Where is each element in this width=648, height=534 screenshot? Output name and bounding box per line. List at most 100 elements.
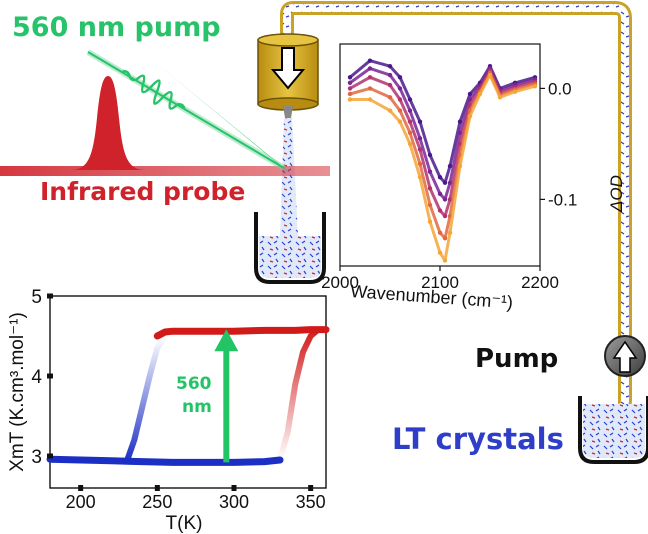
spectrum-point (437, 250, 443, 255)
spectra-y-ticks: 0.0 -0.1 (540, 79, 577, 209)
spectra-y-tick-label: 0.0 (548, 79, 572, 98)
spectra-x-ticks: 2000 2100 2200 (321, 266, 559, 292)
spectrum-point (447, 230, 453, 235)
spectrum-point (427, 152, 433, 158)
spectrum-point (487, 72, 493, 78)
spectrum-point (417, 147, 423, 152)
spectrum-point (447, 163, 453, 169)
spectra-x-axis-label: Wavenumber (cm⁻¹) (350, 281, 514, 312)
spectrum-point (397, 119, 403, 124)
collection-beaker (254, 212, 326, 284)
svg-text:XmT (K.cm³.mol⁻¹): XmT (K.cm³.mol⁻¹) (7, 312, 28, 472)
spectrum-point (367, 86, 373, 91)
spectra-y-axis-label: ΔOD (607, 175, 626, 213)
pump-label: Pump (475, 344, 558, 374)
spectrum-point (397, 108, 403, 113)
spectra-chart: 2000 2100 2200 0.0 -0.1 Wavenumber (cm⁻¹) Δ… (321, 43, 626, 312)
hysteresis-cooling (123, 333, 168, 465)
hysteresis-x-ticks: 200 250 300 350 (66, 485, 326, 512)
ir-probe-pulse (70, 76, 146, 170)
arrow-label-nm: nm (182, 397, 212, 417)
hysteresis-y-tick (47, 373, 53, 379)
spectrum-point (442, 180, 448, 185)
spectrum-point (427, 169, 433, 174)
spectrum-point (457, 163, 463, 169)
probe-label: Infrared probe (40, 177, 245, 206)
spectrum-point (397, 86, 403, 91)
spectra-x-tick-label: 2000 (321, 273, 359, 292)
hysteresis-x-tick-label: 250 (142, 492, 172, 512)
spectrum-point (387, 82, 393, 88)
spectrum-point (397, 75, 403, 80)
hysteresis-y-tick-label: 3 (31, 447, 42, 468)
up-arrow-icon (612, 340, 638, 373)
hysteresis-series (46, 326, 330, 466)
spectrum-point (442, 213, 448, 219)
spectrum-point (467, 91, 473, 97)
spectrum-point (457, 119, 463, 124)
spectrum-point (347, 97, 353, 102)
hysteresis-y-tick-label: 5 (31, 287, 42, 308)
pump-pulse (122, 70, 186, 110)
spectra-y-tick-label: -0.1 (548, 190, 577, 209)
spectrum-point (442, 258, 448, 263)
hysteresis-x-axis-label: T(K) (166, 513, 203, 534)
hysteresis-x-tick-label: 300 (219, 492, 249, 512)
hysteresis-warming (277, 326, 322, 463)
spectrum-point (467, 113, 473, 119)
hysteresis-ls-branch (46, 455, 284, 466)
hysteresis-hs-branch (153, 326, 330, 340)
spectrum-point (477, 91, 483, 97)
spectrum-point (417, 119, 423, 124)
spectrum-point (367, 97, 373, 102)
spectrum-point (347, 91, 353, 97)
spectrum-point (532, 83, 538, 89)
nozzle-cylinder (257, 33, 319, 118)
hysteresis-transitions (123, 326, 322, 465)
hysteresis-chart: 200 250 300 350 3 4 5 560 nm T(K) XmT (K.cm³.… (7, 287, 330, 534)
spectrum-point (397, 97, 403, 102)
hysteresis-y-ticks: 3 4 5 (31, 287, 53, 468)
spectrum-point (387, 63, 393, 69)
hysteresis-y-tick (47, 453, 53, 459)
down-arrow-icon (270, 47, 306, 90)
spectrum-point (437, 208, 443, 213)
spectrum-point (427, 202, 433, 208)
spectrum-point (407, 130, 413, 135)
hysteresis-x-tick (308, 485, 314, 491)
spectrum-point (427, 186, 433, 191)
arrow-head-icon (214, 329, 239, 352)
spectra-x-tick-label: 2200 (521, 273, 559, 292)
spectrum-point (407, 97, 413, 102)
spectrum-point (417, 175, 423, 180)
hysteresis-x-tick-label: 350 (296, 492, 326, 512)
crystals-label: LT crystals (392, 422, 564, 456)
spectra-series (347, 58, 538, 263)
hysteresis-x-tick (78, 485, 84, 491)
spectrum-point (407, 108, 413, 113)
spectrum-point (442, 236, 448, 241)
hysteresis-x-tick (231, 485, 237, 491)
spectrum-point (447, 180, 453, 185)
hysteresis-y-axis-label: XmT (K.cm³.mol⁻¹) (7, 312, 28, 472)
hysteresis-x-tick-label: 200 (66, 492, 96, 512)
spectrum-point (387, 108, 393, 113)
hysteresis-x-tick (154, 485, 160, 491)
spectrum-point (437, 230, 443, 235)
liquid-jet (280, 118, 298, 236)
crystal-beaker (578, 396, 648, 464)
pump-laser-label: 560 nm pump (12, 12, 221, 43)
spectrum-point (367, 66, 373, 71)
arrow-label-560: 560 (176, 374, 212, 394)
photoexcitation-arrow (214, 329, 239, 463)
spectrum-point (512, 89, 518, 94)
spectrum-point (387, 72, 393, 78)
hysteresis-y-tick (47, 293, 53, 299)
spectrum-point (442, 197, 448, 202)
spectrum-point (427, 219, 433, 224)
spectrum-point (367, 58, 373, 63)
spectrum-point (417, 136, 423, 141)
laser-beams (0, 40, 330, 176)
spectrum-point (497, 95, 503, 100)
